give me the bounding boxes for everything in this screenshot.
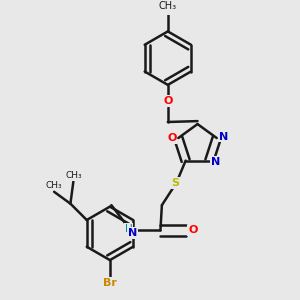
Text: O: O [188,225,198,236]
Text: CH₃: CH₃ [159,1,177,11]
Text: Br: Br [103,278,117,288]
Text: S: S [171,178,179,188]
Text: H: H [125,224,133,234]
Text: N: N [211,157,220,167]
Text: O: O [163,96,172,106]
Text: CH₃: CH₃ [65,171,82,180]
Text: N: N [128,228,137,238]
Text: O: O [167,133,176,143]
Text: N: N [219,131,228,142]
Text: CH₃: CH₃ [46,181,62,190]
